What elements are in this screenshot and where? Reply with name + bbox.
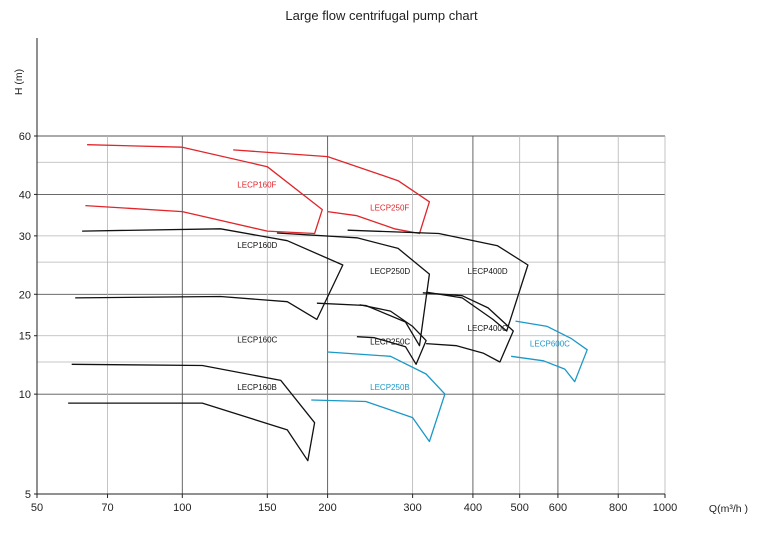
grid-layer xyxy=(37,135,666,494)
x-tick-label: 800 xyxy=(609,502,627,514)
curve-label-lecp250b: LECP250B xyxy=(370,383,410,392)
x-tick-label: 400 xyxy=(464,502,482,514)
x-tick-label: 50 xyxy=(31,502,43,514)
curve-label-lecp600c: LECP600C xyxy=(530,340,570,349)
y-tick-label: 5 xyxy=(25,489,31,501)
x-tick-label: 500 xyxy=(511,502,529,514)
x-tick-label: 70 xyxy=(101,502,113,514)
curve-lecp400d xyxy=(347,229,529,332)
x-tick-label: 200 xyxy=(318,502,336,514)
y-tick-label: 60 xyxy=(19,131,31,143)
curve-label-lecp400d: LECP400D xyxy=(468,267,508,276)
y-tick-label: 15 xyxy=(19,331,31,343)
x-tick-label: 150 xyxy=(258,502,276,514)
chart-title: Large flow centrifugal pump chart xyxy=(285,8,478,23)
axis-layer xyxy=(36,38,665,495)
curve-label-lecp250c: LECP250C xyxy=(370,338,410,347)
x-axis-label: Q(m³/h ) xyxy=(709,503,748,515)
y-tick-label: 40 xyxy=(19,189,31,201)
curve-lecp160f xyxy=(85,144,323,235)
y-tick-label: 20 xyxy=(19,289,31,301)
y-axis-label: H (m) xyxy=(13,69,25,95)
curve-lecp250d xyxy=(276,232,431,347)
curve-lecp600c xyxy=(511,320,588,383)
curve-lecp250c xyxy=(356,304,427,365)
curve-lecp250b xyxy=(311,351,446,443)
curve-lecp400c xyxy=(422,292,514,363)
curve-label-lecp250f: LECP250F xyxy=(370,203,409,212)
x-tick-label: 1000 xyxy=(653,502,677,514)
curve-label-lecp160f: LECP160F xyxy=(237,180,276,189)
curve-layer: LECP160F LECP250F LECP160D LECP250D LECP400D… xyxy=(68,144,588,462)
curve-label-lecp160d: LECP160D xyxy=(237,241,277,250)
curve-label-lecp250d: LECP250D xyxy=(370,267,410,276)
curve-label-lecp160b: LECP160B xyxy=(237,383,277,392)
curve-label-lecp400c: LECP400C xyxy=(468,324,508,333)
curve-lecp160c xyxy=(68,363,316,462)
x-tick-label: 300 xyxy=(403,502,421,514)
x-tick-label: 100 xyxy=(173,502,191,514)
y-tick-label: 30 xyxy=(19,231,31,243)
curve-lecp250f xyxy=(233,149,431,235)
y-tick-label: 10 xyxy=(19,389,31,401)
curve-label-lecp160c: LECP160C xyxy=(237,336,277,345)
x-tick-label: 600 xyxy=(549,502,567,514)
curve-lecp160d xyxy=(75,228,344,321)
tick-layer: 50 70 100 150 200 300 400 500 600 800 1000 5 10 15 20 3… xyxy=(19,131,677,514)
